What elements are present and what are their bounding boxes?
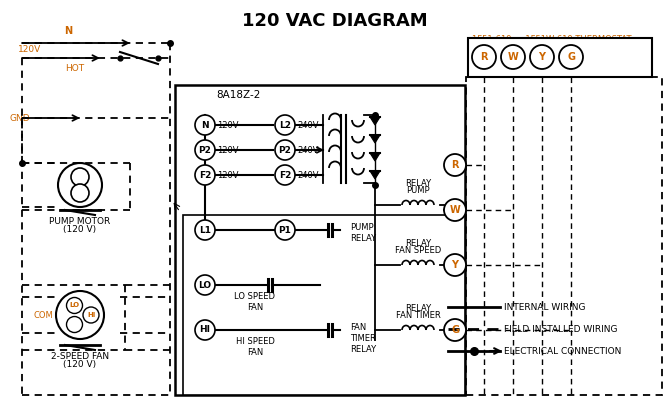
Text: ELECTRICAL CONNECTION: ELECTRICAL CONNECTION [504, 347, 621, 355]
Text: 240V: 240V [297, 171, 318, 179]
Circle shape [444, 199, 466, 221]
Text: L1: L1 [199, 225, 211, 235]
Circle shape [530, 45, 554, 69]
Circle shape [71, 168, 89, 186]
Text: F2: F2 [279, 171, 291, 179]
Text: PUMP
RELAY: PUMP RELAY [350, 223, 376, 243]
Circle shape [444, 254, 466, 276]
Text: FAN
TIMER
RELAY: FAN TIMER RELAY [350, 323, 376, 354]
Polygon shape [370, 153, 380, 161]
Circle shape [195, 220, 215, 240]
Text: P2: P2 [198, 145, 212, 155]
Text: FIELD INSTALLED WIRING: FIELD INSTALLED WIRING [504, 324, 618, 334]
Text: INTERNAL WIRING: INTERNAL WIRING [504, 303, 586, 311]
Circle shape [195, 275, 215, 295]
Circle shape [58, 163, 102, 207]
Text: 240V: 240V [297, 121, 318, 129]
Polygon shape [370, 135, 380, 143]
Text: HI SPEED
FAN: HI SPEED FAN [236, 337, 275, 357]
Text: 2-SPEED FAN: 2-SPEED FAN [51, 352, 109, 361]
Circle shape [66, 316, 82, 333]
Text: N: N [64, 26, 72, 36]
Circle shape [56, 291, 104, 339]
Text: Y: Y [452, 260, 458, 270]
Circle shape [275, 140, 295, 160]
Text: RELAY: RELAY [405, 179, 431, 188]
Text: LO: LO [198, 280, 212, 290]
Text: W: W [508, 52, 519, 62]
Polygon shape [370, 171, 380, 179]
Circle shape [195, 115, 215, 135]
Circle shape [501, 45, 525, 69]
Polygon shape [370, 117, 380, 125]
Text: W: W [450, 205, 460, 215]
Text: LO SPEED
FAN: LO SPEED FAN [234, 292, 275, 312]
Text: PUMP: PUMP [406, 186, 430, 195]
Text: 240V: 240V [297, 145, 318, 155]
Circle shape [66, 297, 82, 313]
Text: LO: LO [70, 303, 80, 308]
Circle shape [195, 140, 215, 160]
Text: R: R [480, 52, 488, 62]
Bar [466, 77, 662, 395]
Text: RELAY: RELAY [405, 239, 431, 248]
Text: N: N [201, 121, 209, 129]
Text: R: R [452, 160, 459, 170]
Text: G: G [567, 52, 575, 62]
Bar [175, 85, 465, 395]
Circle shape [195, 320, 215, 340]
Text: Y: Y [539, 52, 545, 62]
Text: (120 V): (120 V) [64, 225, 96, 234]
Text: P1: P1 [279, 225, 291, 235]
Circle shape [444, 319, 466, 341]
Text: HI: HI [200, 326, 210, 334]
Text: F2: F2 [199, 171, 211, 179]
Circle shape [275, 165, 295, 185]
Text: 120V: 120V [217, 145, 239, 155]
Bar [468, 38, 652, 77]
Circle shape [444, 154, 466, 176]
Text: PUMP MOTOR: PUMP MOTOR [50, 217, 111, 226]
Text: P2: P2 [279, 145, 291, 155]
Circle shape [195, 165, 215, 185]
Text: GND: GND [10, 114, 31, 122]
Text: 120V: 120V [217, 171, 239, 179]
Text: (120 V): (120 V) [64, 360, 96, 369]
Bar [183, 215, 465, 395]
Text: FAN SPEED: FAN SPEED [395, 246, 441, 255]
Text: HOT: HOT [66, 64, 84, 73]
Circle shape [275, 115, 295, 135]
Text: G: G [451, 325, 459, 335]
Text: COM: COM [34, 310, 53, 320]
Text: FAN TIMER: FAN TIMER [395, 311, 440, 320]
Circle shape [71, 184, 89, 202]
Circle shape [472, 45, 496, 69]
Text: 8A18Z-2: 8A18Z-2 [216, 90, 260, 100]
Text: L2: L2 [279, 121, 291, 129]
Circle shape [83, 307, 99, 323]
Text: RELAY: RELAY [405, 304, 431, 313]
Text: HI: HI [87, 312, 95, 318]
Text: 120V: 120V [18, 45, 42, 54]
Circle shape [275, 220, 295, 240]
Text: 1F51-619 or 1F51W-619 THERMOSTAT: 1F51-619 or 1F51W-619 THERMOSTAT [472, 35, 632, 44]
Text: 120V: 120V [217, 121, 239, 129]
Circle shape [559, 45, 583, 69]
Text: 120 VAC DIAGRAM: 120 VAC DIAGRAM [242, 12, 428, 30]
